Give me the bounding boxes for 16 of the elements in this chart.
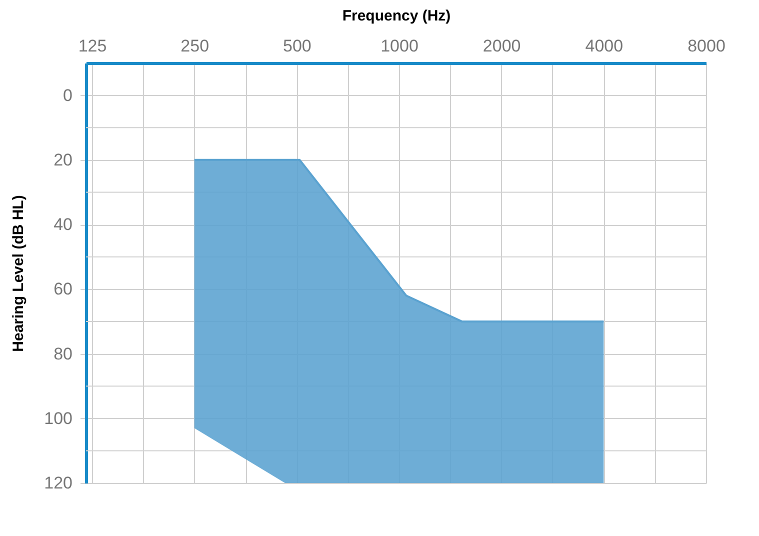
x-tick-label: 2000 — [482, 36, 521, 56]
x-tick-label: 500 — [282, 36, 312, 56]
y-axis-title: Hearing Level (dB HL) — [10, 195, 28, 352]
y-tick-label: 60 — [54, 280, 72, 299]
y-tick-label: 100 — [44, 408, 72, 428]
x-tick-label: 4000 — [585, 36, 624, 56]
y-tick-label: 40 — [54, 215, 72, 234]
x-tick-label: 8000 — [688, 36, 726, 56]
x-tick-label: 250 — [180, 36, 210, 56]
x-tick-label: 1000 — [380, 36, 418, 56]
x-axis-title: Frequency (Hz) — [342, 8, 451, 24]
y-tick-label: 120 — [44, 474, 72, 492]
x-tick-label: 125 — [78, 36, 107, 56]
y-tick-label: 20 — [54, 150, 72, 170]
y-tick-label: 80 — [54, 344, 72, 364]
y-tick-label: 0 — [63, 86, 72, 105]
